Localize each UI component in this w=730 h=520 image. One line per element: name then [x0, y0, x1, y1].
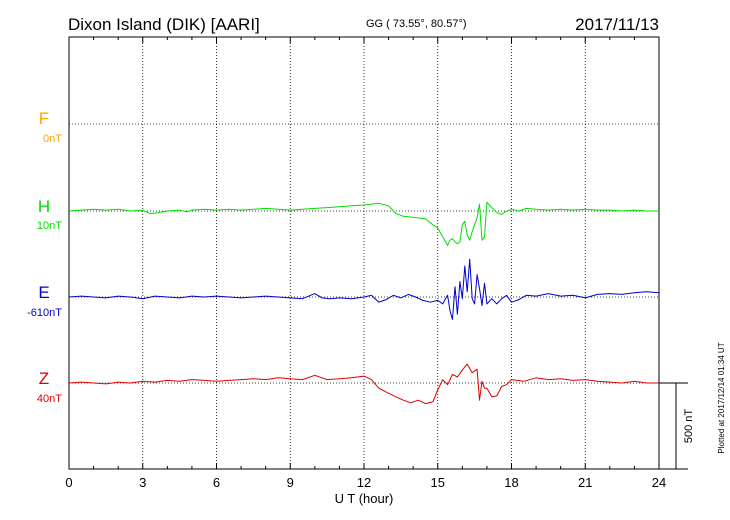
x-tick-label: 15 — [431, 475, 445, 490]
chart-coordinates: GG ( 73.55°, 80.57°) — [366, 18, 467, 30]
x-tick-label: 6 — [213, 475, 220, 490]
series-label-e: E — [38, 283, 49, 302]
x-tick-label: 12 — [357, 475, 371, 490]
series-label-h: H — [38, 197, 50, 216]
offset-label-h: 10nT — [37, 220, 62, 232]
series-label-f: F — [39, 109, 49, 128]
series-label-z: Z — [39, 369, 49, 388]
x-tick-label: 9 — [287, 475, 294, 490]
chart-title: Dixon Island (DIK) [AARI] — [68, 15, 260, 34]
grid-lines — [69, 37, 659, 469]
x-tick-label: 3 — [139, 475, 146, 490]
scale-bar: 500 nT — [659, 382, 695, 470]
offset-label-e: -610nT — [27, 307, 62, 319]
x-tick-label: 18 — [504, 475, 518, 490]
scale-bar-label: 500 nT — [683, 409, 695, 444]
x-tick-label: 24 — [652, 475, 666, 490]
chart-date: 2017/11/13 — [575, 15, 659, 34]
trace-e — [68, 258, 660, 320]
trace-z — [68, 363, 659, 405]
offset-label-z: 40nT — [37, 393, 62, 405]
x-axis: 0 3 6 9 12 15 18 21 24 — [65, 37, 666, 490]
plotted-note: Plotted at 2017/12/14 01:34 UT — [717, 342, 726, 453]
x-tick-label: 21 — [578, 475, 592, 490]
series-labels: F 0nT H 10nT E -610nT Z 40nT — [27, 109, 62, 405]
trace-h — [68, 201, 659, 246]
offset-label-f: 0nT — [43, 133, 62, 145]
x-tick-label: 0 — [65, 475, 72, 490]
x-axis-label: U T (hour) — [335, 491, 394, 506]
series-traces — [68, 201, 660, 405]
